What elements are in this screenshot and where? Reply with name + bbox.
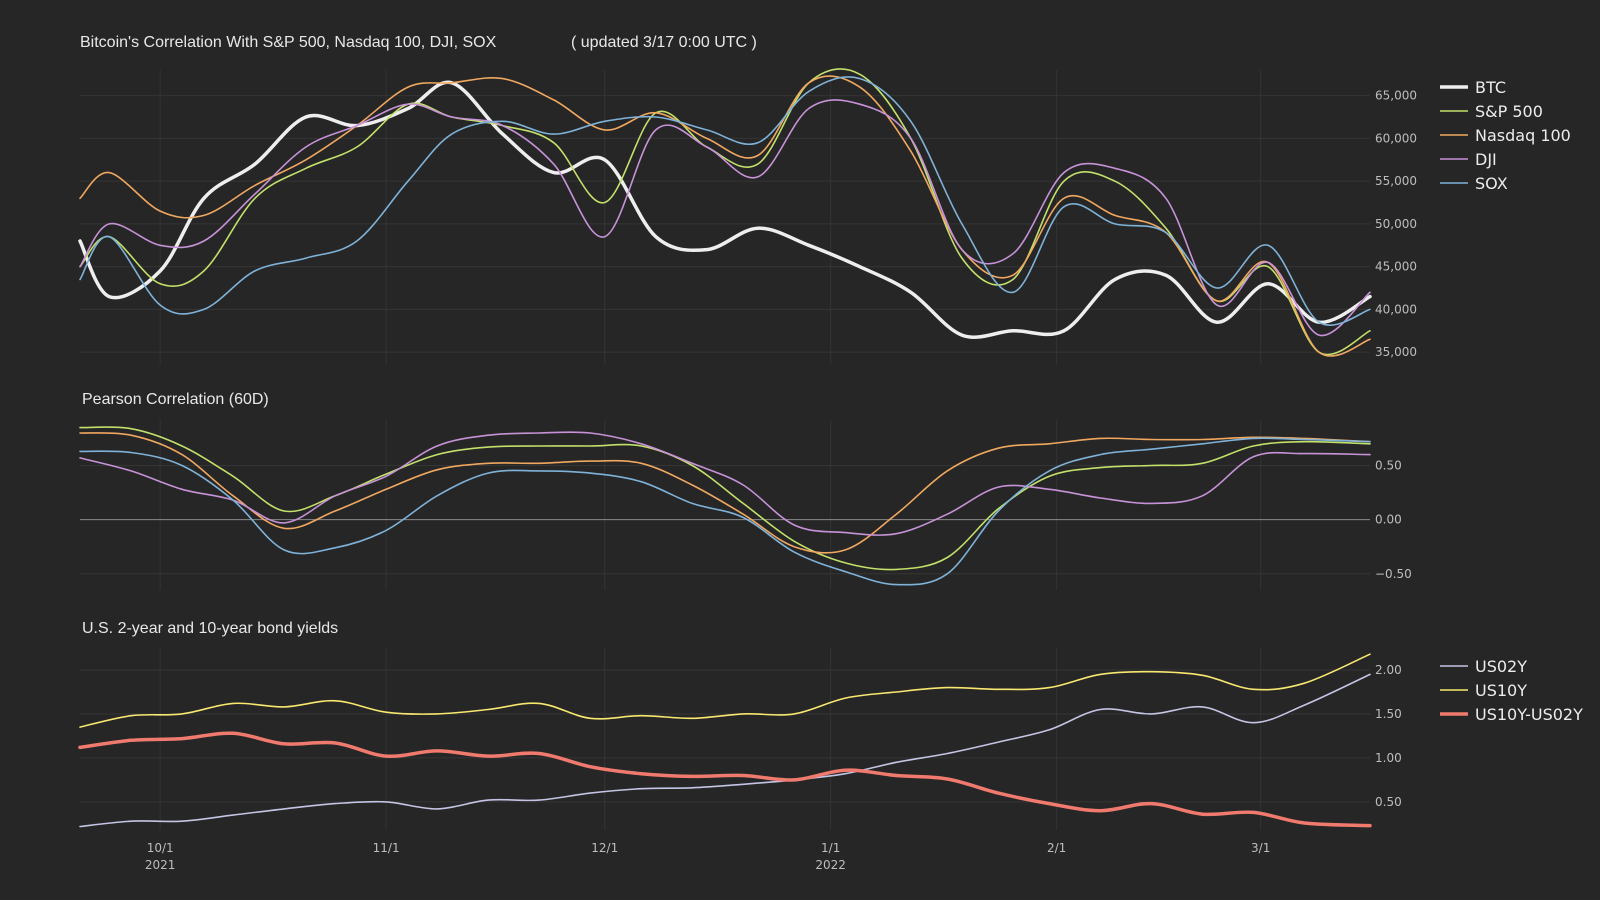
y-tick-label: 0.50 xyxy=(1375,458,1402,472)
y-tick-label: 35,000 xyxy=(1375,345,1417,359)
series-line-dji-panel-1 xyxy=(79,99,1371,336)
series-line-sox-panel-1 xyxy=(79,76,1371,326)
x-tick-label: 3/1 xyxy=(1251,841,1270,855)
legend-label-dji: DJI xyxy=(1475,150,1497,169)
series-line-s-p-500-panel-2 xyxy=(79,426,1371,571)
chart-subtitle: ( updated 3/17 0:00 UTC ) xyxy=(571,34,757,51)
chart-title: Bitcoin's Correlation With S&P 500, Nasd… xyxy=(80,34,497,51)
y-tick-label: 2.00 xyxy=(1375,663,1402,677)
series-line-us10y-us02y-panel-3 xyxy=(78,731,1372,828)
legend-label-us10y: US10Y xyxy=(1475,681,1527,700)
legend-label-nasdaq-100: Nasdaq 100 xyxy=(1475,126,1571,145)
yields-panel-title: U.S. 2-year and 10-year bond yields xyxy=(82,620,338,637)
series-line-dji-panel-2 xyxy=(79,431,1371,536)
y-tick-label: 45,000 xyxy=(1375,260,1417,274)
series-line-sox-panel-2 xyxy=(79,437,1371,586)
y-tick-label: 60,000 xyxy=(1375,131,1417,145)
y-tick-label: 50,000 xyxy=(1375,217,1417,231)
y-tick-label: 65,000 xyxy=(1375,89,1417,103)
y-tick-label: 0.50 xyxy=(1375,795,1402,809)
y-tick-label: 1.00 xyxy=(1375,751,1402,765)
y-tick-label: 0.00 xyxy=(1375,513,1402,527)
legend-label-s-p-500: S&P 500 xyxy=(1475,102,1543,121)
series-line-btc-panel-1 xyxy=(78,80,1372,339)
x-tick-label: 11/1 xyxy=(373,841,400,855)
y-tick-label: 40,000 xyxy=(1375,302,1417,316)
series-line-nasdaq-100-panel-2 xyxy=(79,432,1371,554)
series-line-s-p-500-panel-1 xyxy=(79,68,1371,356)
x-tick-label: 2/1 xyxy=(1047,841,1066,855)
legend-label-us02y: US02Y xyxy=(1475,657,1527,676)
legend-label-sox: SOX xyxy=(1475,174,1508,193)
correlation-panel-title: Pearson Correlation (60D) xyxy=(82,391,269,408)
series-line-us10y-panel-3 xyxy=(79,653,1371,728)
series-line-us02y-panel-3 xyxy=(79,673,1371,828)
y-tick-label: −0.50 xyxy=(1375,567,1412,581)
x-tick-label: 12/1 xyxy=(591,841,618,855)
x-tick-year-label: 2021 xyxy=(145,858,176,872)
legend-label-us10y-us02y: US10Y-US02Y xyxy=(1475,705,1583,724)
x-tick-label: 10/1 xyxy=(147,841,174,855)
x-tick-year-label: 2022 xyxy=(815,858,846,872)
legend-label-btc: BTC xyxy=(1475,78,1506,97)
y-tick-label: 55,000 xyxy=(1375,174,1417,188)
y-tick-label: 1.50 xyxy=(1375,707,1402,721)
x-tick-label: 1/1 xyxy=(821,841,840,855)
